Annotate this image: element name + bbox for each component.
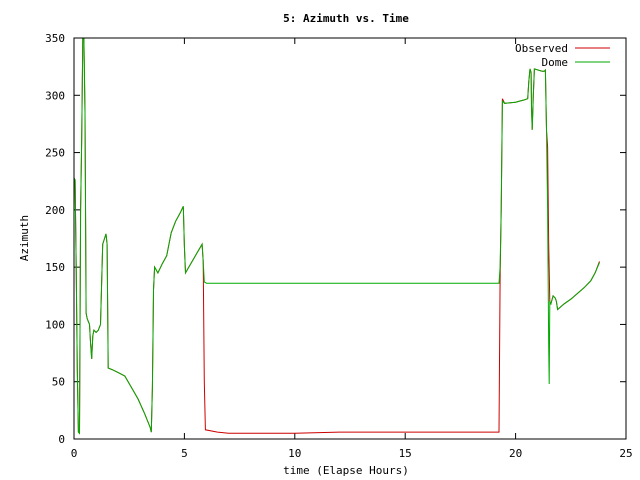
x-axis-label: time (Elapse Hours): [283, 464, 409, 477]
y-tick-label: 250: [45, 147, 65, 160]
series-line-dome: [73, 37, 600, 435]
y-tick-label: 100: [45, 318, 65, 331]
legend-label-dome: Dome: [542, 56, 569, 69]
y-tick-label: 0: [58, 433, 65, 446]
chart-title: 5: Azimuth vs. Time: [283, 12, 409, 25]
y-tick-label: 350: [45, 32, 65, 45]
legend-label-observed: Observed: [515, 42, 568, 55]
x-tick-label: 5: [181, 447, 188, 460]
x-tick-label: 25: [619, 447, 632, 460]
y-tick-label: 150: [45, 261, 65, 274]
y-axis-label: Azimuth: [18, 215, 31, 261]
plot-frame: [73, 37, 627, 440]
y-tick-label: 200: [45, 204, 65, 217]
x-tick-label: 20: [509, 447, 522, 460]
y-tick-label: 50: [52, 376, 65, 389]
y-tick-label: 300: [45, 89, 65, 102]
x-tick-label: 0: [71, 447, 78, 460]
x-tick-label: 10: [288, 447, 301, 460]
x-tick-label: 15: [399, 447, 412, 460]
legend: Observed Dome: [515, 42, 610, 69]
series-lines: [73, 37, 600, 435]
